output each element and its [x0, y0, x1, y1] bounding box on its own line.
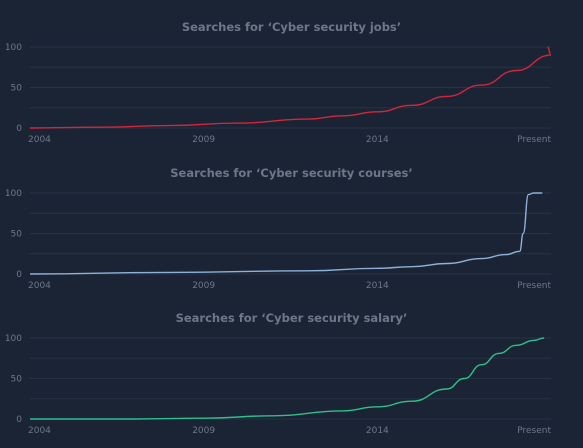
y-tick-label: 100 [5, 43, 22, 53]
x-tick-label: 2004 [28, 426, 51, 436]
y-tick-label: 0 [16, 415, 22, 425]
x-tick-label: 2009 [192, 135, 215, 145]
chart-salary-svg: 100 50 0 2004 2009 2014 Present [5, 334, 552, 436]
y-tick-label: 50 [11, 230, 23, 240]
chart-title-jobs: Searches for ‘Cyber security jobs’ [181, 20, 402, 34]
x-tick-label: Present [517, 426, 551, 436]
y-tick-label: 50 [11, 84, 23, 94]
x-tick-label: 2009 [192, 426, 215, 436]
series-line [29, 46, 552, 129]
x-tick-label: 2014 [366, 135, 389, 145]
y-tick-label: 0 [16, 270, 22, 280]
x-tick-label: 2009 [192, 281, 215, 291]
series-line [29, 192, 543, 275]
x-tick-label: 2014 [366, 426, 389, 436]
y-tick-label: 100 [5, 334, 22, 344]
x-tick-label: Present [517, 281, 551, 291]
chart-title-courses: Searches for ‘Cyber security courses’ [170, 166, 413, 180]
y-tick-label: 0 [16, 124, 22, 134]
x-tick-label: Present [517, 135, 551, 145]
chart-courses-svg: 100 50 0 2004 2009 2014 Present [5, 189, 552, 291]
x-tick-label: 2014 [366, 281, 389, 291]
chart-jobs-svg: 100 50 0 2004 2009 2014 Present [5, 43, 552, 145]
x-tick-label: 2004 [28, 281, 51, 291]
x-tick-label: 2004 [28, 135, 51, 145]
series-line [29, 337, 545, 420]
chart-title-salary: Searches for ‘Cyber security salary’ [175, 311, 408, 325]
y-tick-label: 50 [11, 375, 23, 385]
y-tick-label: 100 [5, 189, 22, 199]
